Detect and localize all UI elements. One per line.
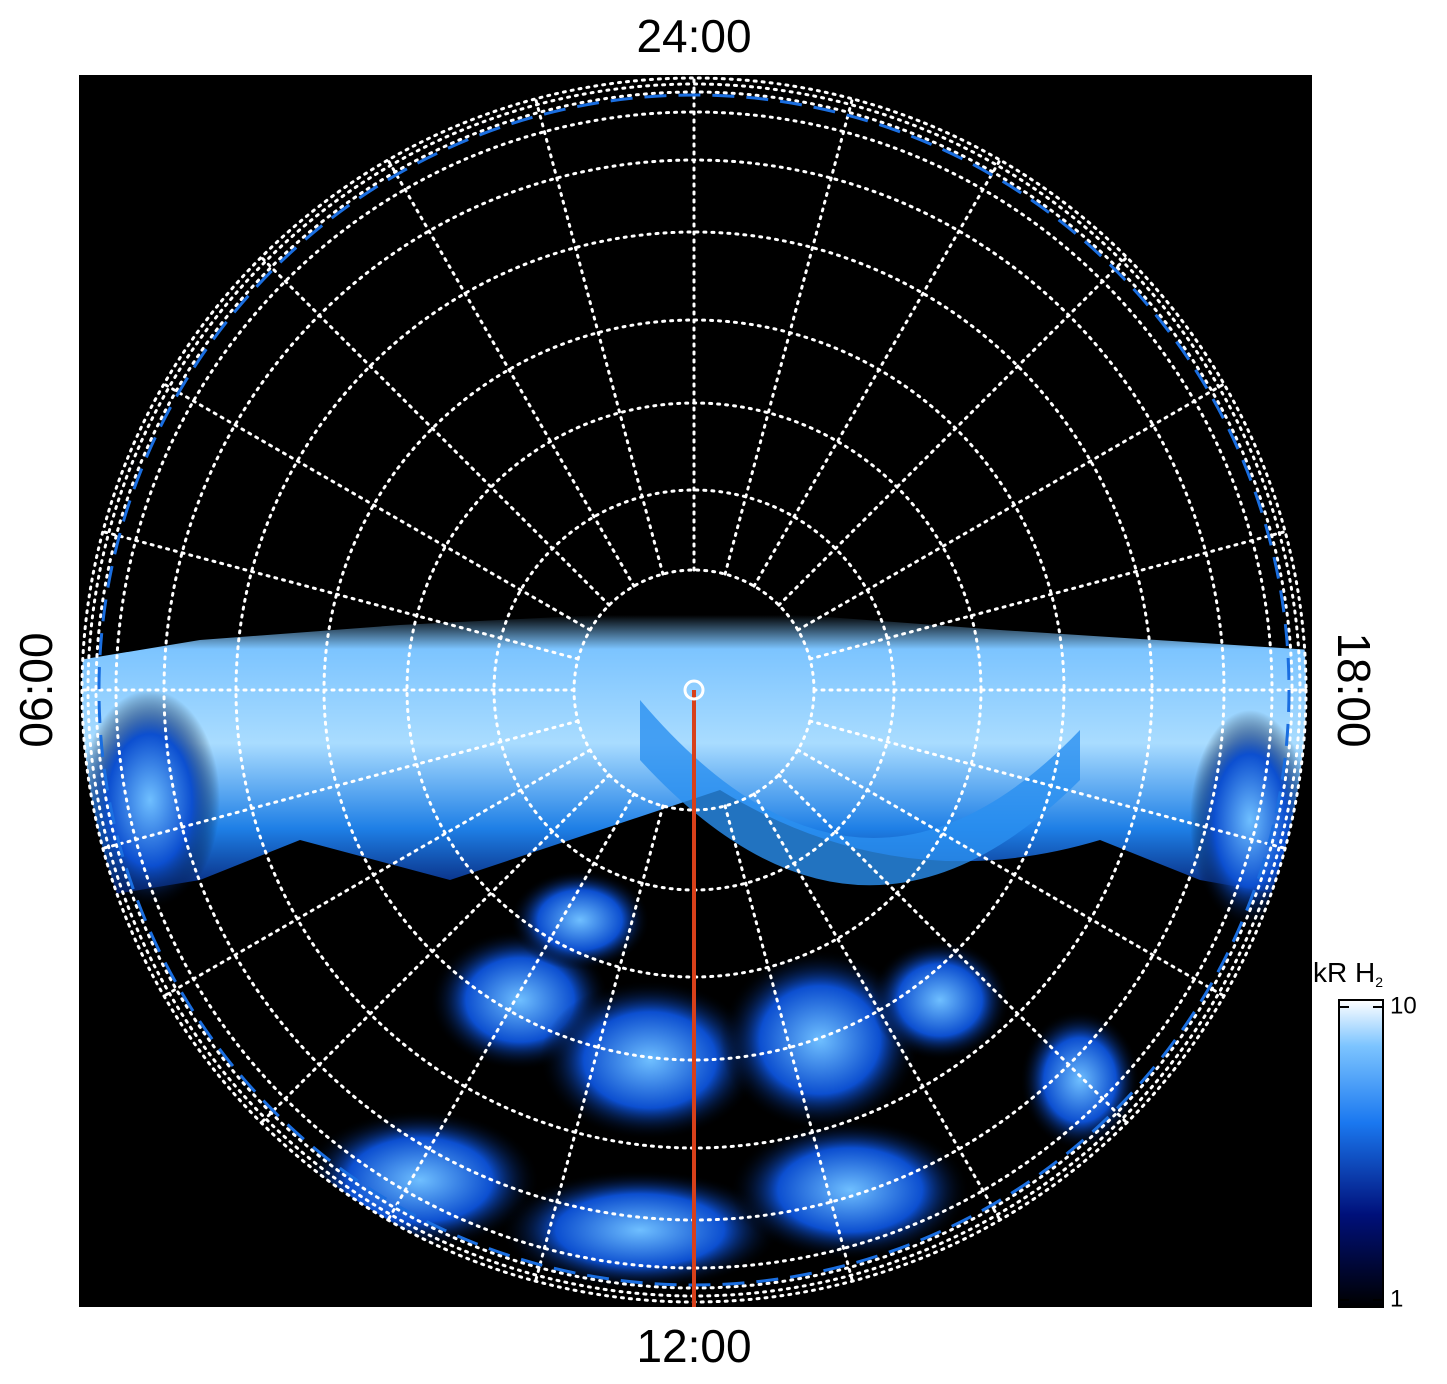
grid-spoke <box>101 530 580 661</box>
colorbar-label-subscript: 2 <box>1375 974 1383 990</box>
grid-spoke <box>752 158 1002 588</box>
patch <box>730 1120 970 1260</box>
grid-spoke <box>101 719 580 850</box>
grid-spoke <box>808 719 1287 850</box>
pole-marker <box>683 679 705 701</box>
grid-spoke <box>796 382 1226 632</box>
grid-spoke <box>808 530 1287 661</box>
colorbar-tick-label: 1 <box>1390 1285 1403 1312</box>
grid-spoke <box>259 773 611 1125</box>
time-label: 24:00 <box>636 10 751 62</box>
grid-spoke <box>162 382 592 632</box>
colorbar-title: kR H2 <box>1313 957 1383 989</box>
patch <box>540 980 760 1140</box>
grid-spoke <box>796 748 1226 998</box>
colorbar-ticks: 1 10 <box>1339 992 1417 1312</box>
grid-spoke <box>777 773 1129 1125</box>
grid-spoke <box>534 97 665 576</box>
grid-spoke <box>752 792 1002 1222</box>
grid-spoke <box>777 255 1129 607</box>
grid-spoke <box>723 97 854 576</box>
grid-spoke <box>386 792 636 1222</box>
arc <box>640 700 1080 886</box>
grid-spoke <box>386 158 636 588</box>
time-label: 12:00 <box>636 1320 751 1372</box>
time-label: 06:00 <box>10 632 62 747</box>
colorbar <box>1338 999 1384 1308</box>
patch <box>870 940 1010 1060</box>
polar-grid <box>80 76 1308 1304</box>
patch <box>510 870 650 970</box>
grid-spoke <box>534 804 665 1283</box>
colorbar-tick-label: 10 <box>1390 992 1417 1019</box>
grid-spoke <box>723 804 854 1283</box>
grid-spoke <box>259 255 611 607</box>
grid-spoke <box>162 748 592 998</box>
patch <box>500 1170 780 1290</box>
time-label: 18:00 <box>1328 632 1380 747</box>
colorbar-label: kR H <box>1313 957 1375 988</box>
patch <box>82 690 220 910</box>
